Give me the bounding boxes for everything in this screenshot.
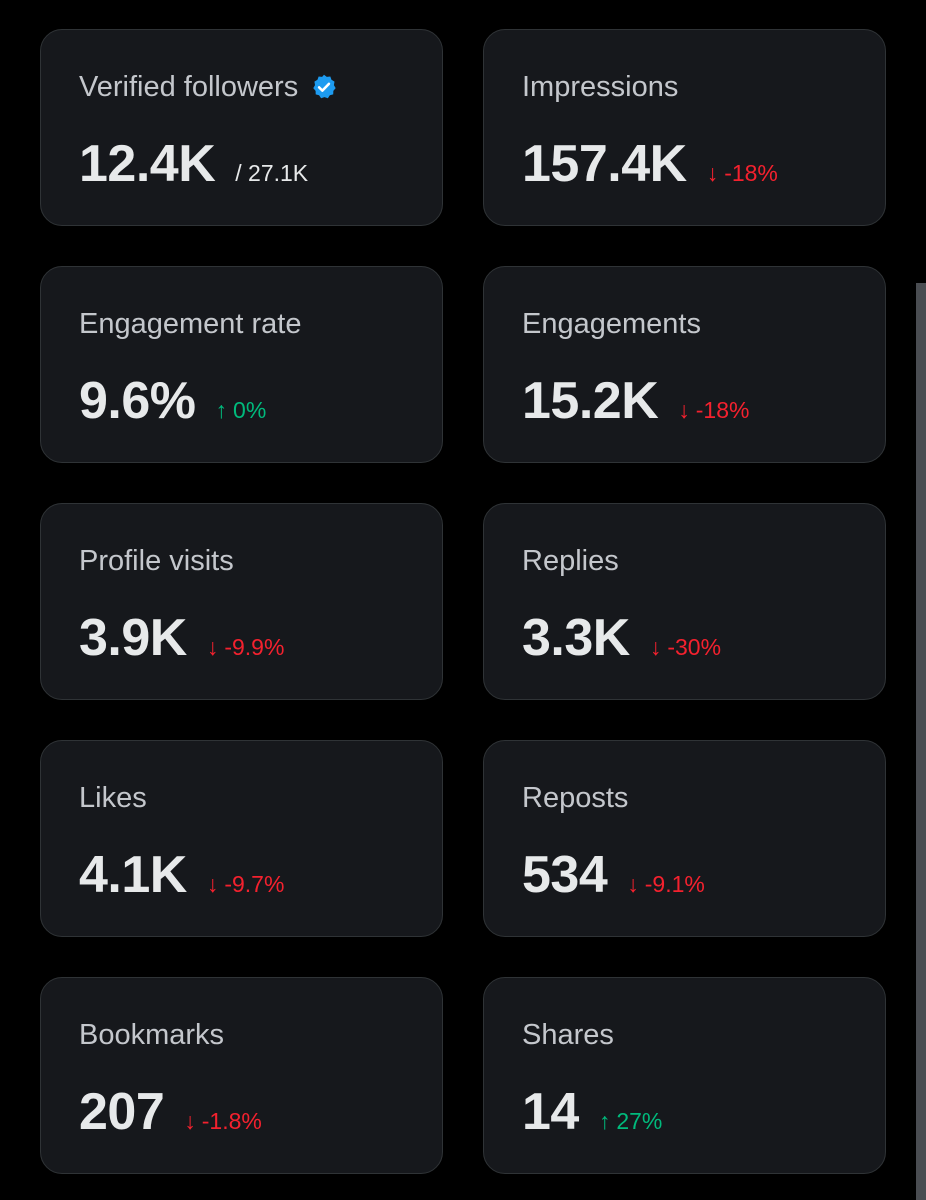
scrollbar[interactable]	[916, 283, 926, 1200]
arrow-up-icon: ↑	[215, 397, 228, 423]
metric-change: ↓ -18%	[707, 160, 778, 187]
card-profile-visits[interactable]: Profile visits 3.9K ↓ -9.9%	[40, 503, 443, 700]
metric-label: Engagement rate	[79, 308, 302, 340]
value-row: 15.2K ↓ -18%	[522, 371, 749, 431]
metric-value: 534	[522, 846, 608, 904]
value-row: 534 ↓ -9.1%	[522, 845, 705, 905]
value-row: 4.1K ↓ -9.7%	[79, 845, 284, 905]
change-value: 27%	[616, 1108, 663, 1134]
metric-value: 207	[79, 1083, 165, 1141]
metric-label: Impressions	[522, 71, 679, 103]
metric-value: 9.6%	[79, 372, 196, 430]
metric-label: Engagements	[522, 308, 701, 340]
metric-value: 157.4K	[522, 135, 687, 193]
card-bookmarks[interactable]: Bookmarks 207 ↓ -1.8%	[40, 977, 443, 1174]
change-value: -9.1%	[644, 871, 705, 897]
arrow-up-icon: ↑	[598, 1108, 611, 1134]
label-row: Likes	[79, 781, 147, 815]
metric-value: 12.4K	[79, 135, 216, 193]
arrow-down-icon: ↓	[184, 1108, 196, 1134]
card-shares[interactable]: Shares 14 ↑ 27%	[483, 977, 886, 1174]
metric-label: Verified followers	[79, 71, 299, 103]
analytics-grid: Verified followers 12.4K / 27.1K Impress…	[40, 29, 886, 1174]
metric-value: 14	[522, 1083, 579, 1141]
metric-label: Shares	[522, 1019, 614, 1051]
label-row: Engagements	[522, 307, 701, 341]
change-value: -9.9%	[224, 634, 285, 660]
label-row: Impressions	[522, 70, 678, 104]
label-row: Reposts	[522, 781, 628, 815]
label-row: Profile visits	[79, 544, 234, 578]
change-value: 0%	[233, 397, 267, 423]
card-engagement-rate[interactable]: Engagement rate 9.6% ↑ 0%	[40, 266, 443, 463]
change-value: -9.7%	[224, 871, 285, 897]
metric-change: ↓ -9.1%	[627, 871, 705, 898]
arrow-down-icon: ↓	[206, 634, 219, 660]
metric-change: ↓ -30%	[650, 634, 721, 661]
label-row: Replies	[522, 544, 619, 578]
arrow-down-icon: ↓	[206, 871, 219, 897]
metric-label: Profile visits	[79, 545, 234, 577]
metric-change: ↓ -9.9%	[207, 634, 285, 661]
value-row: 3.3K ↓ -30%	[522, 608, 721, 668]
metric-value: 15.2K	[522, 372, 659, 430]
change-value: -30%	[667, 634, 722, 660]
card-engagements[interactable]: Engagements 15.2K ↓ -18%	[483, 266, 886, 463]
verified-badge-icon	[313, 74, 336, 99]
value-row: 207 ↓ -1.8%	[79, 1082, 262, 1142]
card-impressions[interactable]: Impressions 157.4K ↓ -18%	[483, 29, 886, 226]
arrow-down-icon: ↓	[649, 634, 662, 660]
metric-change: ↓ -9.7%	[207, 871, 285, 898]
metric-label: Likes	[79, 782, 147, 814]
value-row: 3.9K ↓ -9.9%	[79, 608, 284, 668]
value-row: 14 ↑ 27%	[522, 1082, 662, 1142]
value-row: 12.4K / 27.1K	[79, 134, 308, 194]
value-row: 157.4K ↓ -18%	[522, 134, 778, 194]
metric-total: / 27.1K	[235, 160, 309, 186]
change-value: -18%	[724, 160, 778, 186]
metric-value: 4.1K	[79, 846, 187, 904]
card-reposts[interactable]: Reposts 534 ↓ -9.1%	[483, 740, 886, 937]
value-row: 9.6% ↑ 0%	[79, 371, 266, 431]
arrow-down-icon: ↓	[678, 397, 690, 423]
metric-change: ↑ 0%	[216, 397, 267, 424]
change-value: -1.8%	[201, 1108, 262, 1134]
card-verified-followers[interactable]: Verified followers 12.4K / 27.1K	[40, 29, 443, 226]
metric-change: ↓ -18%	[678, 397, 749, 424]
label-row: Bookmarks	[79, 1018, 224, 1052]
metric-label: Reposts	[522, 782, 629, 814]
label-row: Shares	[522, 1018, 614, 1052]
metric-label: Replies	[522, 545, 619, 577]
metric-value: 3.3K	[522, 609, 630, 667]
card-likes[interactable]: Likes 4.1K ↓ -9.7%	[40, 740, 443, 937]
arrow-down-icon: ↓	[706, 160, 719, 186]
change-value: -18%	[695, 397, 750, 423]
label-row: Verified followers	[79, 70, 338, 104]
metric-value: 3.9K	[79, 609, 187, 667]
card-replies[interactable]: Replies 3.3K ↓ -30%	[483, 503, 886, 700]
label-row: Engagement rate	[79, 307, 301, 341]
metric-change: ↑ 27%	[599, 1108, 663, 1135]
metric-change: ↓ -1.8%	[184, 1108, 262, 1135]
metric-label: Bookmarks	[79, 1019, 225, 1051]
arrow-down-icon: ↓	[627, 871, 639, 897]
